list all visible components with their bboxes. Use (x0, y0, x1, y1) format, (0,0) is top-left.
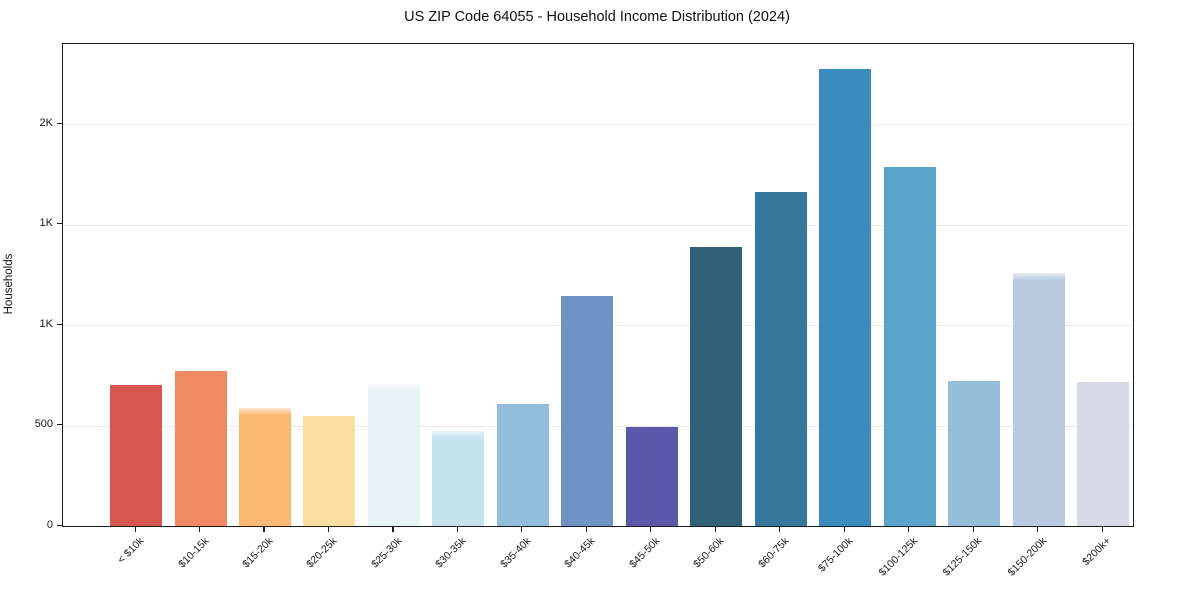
bar-10-15k (174, 371, 227, 526)
x-tick-label-200k: $200k+ (1080, 535, 1114, 569)
bar-25-30k (367, 384, 420, 526)
y-tick-mark-1 (57, 424, 62, 426)
y-tick-label-3: 1K (39, 217, 53, 230)
x-tick-mark-2 (263, 526, 265, 532)
x-tick-mark-6 (521, 526, 523, 532)
x-tick-label-150-200k: $150-200k (1005, 535, 1050, 579)
bar-10k (110, 385, 162, 526)
bar-150-200k (1012, 272, 1065, 526)
x-tick-label-40-45k: $40-45k (562, 535, 598, 571)
x-tick-label-125-150k: $125-150k (941, 535, 985, 579)
x-tick-label-50-60k: $50-60k (691, 535, 727, 571)
bar-75-100k (819, 69, 872, 526)
y-tick-label-2: 1K (39, 317, 53, 330)
x-tick-label-20-25k: $20-25k (304, 535, 340, 571)
x-tick-label-35-40k: $35-40k (497, 535, 534, 571)
x-tick-label-45-50k: $45-50k (626, 535, 663, 571)
y-tick-label-1: 500 (34, 418, 53, 431)
y-axis-label: Households (3, 253, 15, 315)
x-tick-mark-0 (134, 526, 136, 532)
bar-60-75k (754, 191, 807, 526)
x-tick-mark-11 (843, 526, 845, 532)
plot-area (62, 43, 1134, 527)
y-tick-label-4: 2K (39, 116, 53, 129)
x-tick-mark-12 (908, 526, 910, 532)
x-tick-label-25-30k: $25-30k (369, 535, 405, 571)
x-tick-label-30-35k: $30-35k (433, 535, 469, 571)
y-tick-label-0: 0 (46, 518, 53, 531)
bar-45-50k (625, 426, 678, 526)
x-tick-mark-4 (392, 526, 394, 532)
x-tick-label-15-20k: $15-20k (240, 535, 276, 571)
gridline-1k-3 (63, 224, 1133, 226)
x-tick-mark-1 (199, 526, 201, 532)
bar-125-150k (948, 381, 1001, 526)
y-tick-mark-4 (57, 122, 62, 124)
x-tick-label-10k: < $10k (115, 535, 147, 566)
x-tick-mark-10 (779, 526, 781, 532)
x-tick-mark-7 (585, 526, 587, 532)
x-tick-mark-9 (714, 526, 716, 532)
x-tick-mark-8 (650, 526, 652, 532)
bar-15-20k (238, 407, 291, 526)
x-tick-label-100-125k: $100-125k (876, 535, 921, 579)
bar-100-125k (883, 166, 936, 526)
x-tick-label-60-75k: $60-75k (755, 535, 792, 571)
x-tick-mark-3 (327, 526, 330, 532)
y-tick-mark-0 (57, 524, 62, 526)
bar-50-60k (690, 246, 743, 526)
bar-30-35k (432, 430, 485, 526)
gridline-2k-4 (63, 124, 1133, 126)
bar-40-45k (561, 296, 614, 526)
x-tick-mark-13 (972, 526, 974, 532)
x-tick-mark-5 (456, 526, 459, 532)
x-tick-label-10-15k: $10-15k (175, 535, 211, 571)
bar-200k (1077, 382, 1129, 526)
x-tick-label-75-100k: $75-100k (816, 535, 856, 575)
bar-20-25k (303, 415, 356, 526)
y-tick-mark-2 (57, 323, 62, 325)
chart-title: US ZIP Code 64055 - Household Income Dis… (404, 9, 790, 25)
y-tick-mark-3 (57, 223, 62, 225)
x-tick-mark-14 (1037, 526, 1039, 532)
x-tick-mark-15 (1101, 526, 1103, 532)
bar-35-40k (496, 403, 549, 526)
